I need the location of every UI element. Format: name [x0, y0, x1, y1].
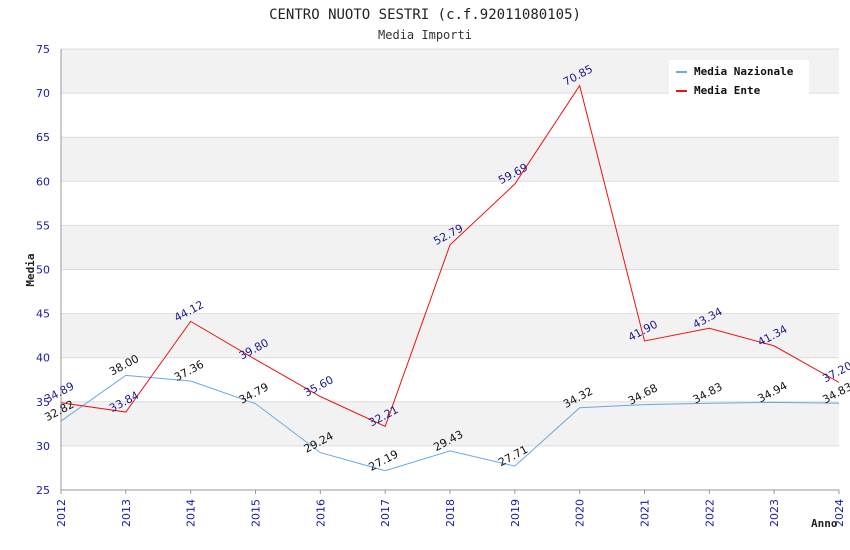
- plot-band: [61, 181, 839, 226]
- y-tick-label: 70: [36, 87, 50, 100]
- y-tick-label: 60: [36, 175, 50, 188]
- chart-title: CENTRO NUOTO SESTRI (c.f.92011080105): [269, 7, 581, 23]
- legend-label-media-nazionale: Media Nazionale: [694, 65, 794, 78]
- x-tick-label: 2019: [509, 499, 522, 527]
- plot-background: [61, 49, 839, 490]
- y-tick-label: 40: [36, 352, 50, 365]
- y-axis-title: Media: [24, 253, 37, 286]
- series-lines: [60, 84, 840, 472]
- legend: Media Nazionale Media Ente: [669, 60, 809, 100]
- y-tick-label: 45: [36, 308, 50, 321]
- y-tick-label: 30: [36, 440, 50, 453]
- y-tick-label: 55: [36, 219, 50, 232]
- y-tick-label: 75: [36, 43, 50, 56]
- series-line-media-nazionale: [60, 374, 840, 472]
- legend-box: [669, 60, 809, 100]
- x-tick-label: 2018: [444, 499, 457, 527]
- x-tick-label: 2015: [250, 499, 263, 527]
- x-axis-title: Anno: [811, 517, 838, 530]
- legend-label-media-ente: Media Ente: [694, 84, 761, 97]
- x-axis-ticks: 2012 2013 2014 2015 2016 2017 2018 2019 2020 2021…: [55, 490, 846, 527]
- y-axis-ticks: 25 30 35 40 45 50 55 60 65 70 75: [36, 43, 50, 497]
- plot-band: [61, 445, 839, 490]
- plot-band: [61, 401, 839, 446]
- plot-band: [61, 225, 839, 270]
- y-tick-label: 65: [36, 131, 50, 144]
- y-tick-label: 35: [36, 396, 50, 409]
- x-tick-label: 2024: [833, 499, 846, 527]
- x-tick-label: 2013: [120, 499, 133, 527]
- x-tick-label: 2023: [768, 499, 781, 527]
- x-tick-label: 2016: [314, 499, 327, 527]
- x-tick-label: 2017: [379, 499, 392, 527]
- x-tick-label: 2012: [55, 499, 68, 527]
- x-tick-label: 2022: [703, 499, 716, 527]
- x-tick-label: 2020: [574, 499, 587, 527]
- chart-subtitle: Media Importi: [378, 28, 472, 42]
- plot-band: [61, 269, 839, 314]
- series-line-media-ente: [60, 84, 840, 428]
- plot-band: [61, 137, 839, 182]
- plot-band: [61, 93, 839, 138]
- y-tick-label: 50: [36, 264, 50, 277]
- y-tick-label: 25: [36, 484, 50, 497]
- plot-band: [61, 357, 839, 402]
- x-tick-label: 2014: [185, 499, 198, 527]
- x-tick-label: 2021: [639, 499, 652, 527]
